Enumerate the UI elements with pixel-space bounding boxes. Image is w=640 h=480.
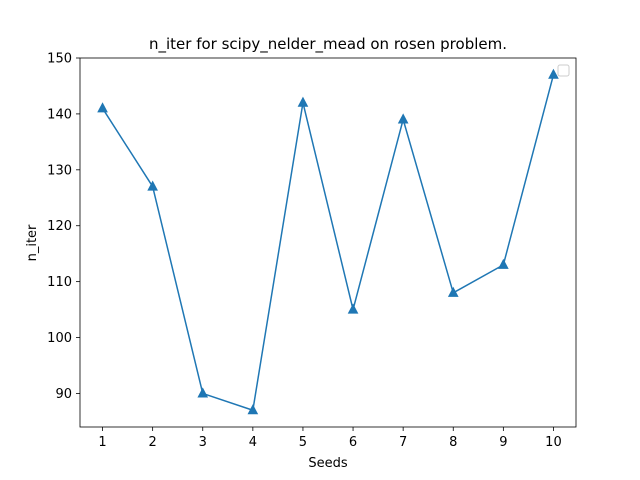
data-point bbox=[247, 404, 259, 415]
y-tick-label: 130 bbox=[47, 163, 72, 178]
y-tick-label: 110 bbox=[47, 275, 72, 290]
data-point bbox=[197, 387, 209, 398]
data-point bbox=[97, 102, 108, 113]
data-point bbox=[498, 258, 509, 269]
x-tick-label: 9 bbox=[499, 435, 507, 450]
axes-frame bbox=[79, 57, 577, 428]
data-point bbox=[347, 303, 359, 314]
x-tick-label: 3 bbox=[199, 435, 207, 450]
y-tick-label: 140 bbox=[47, 107, 72, 122]
x-axis-label: Seeds bbox=[308, 456, 348, 471]
x-tick-label: 5 bbox=[299, 435, 307, 450]
x-tick-label: 7 bbox=[399, 435, 407, 450]
x-tick-label: 1 bbox=[98, 435, 106, 450]
y-tick-label: 100 bbox=[47, 331, 72, 346]
y-tick-label: 120 bbox=[47, 219, 72, 234]
data-point bbox=[147, 180, 158, 191]
x-tick-label: 4 bbox=[249, 435, 257, 450]
x-tick-label: 2 bbox=[149, 435, 157, 450]
data-point bbox=[447, 286, 459, 297]
plot-area: 1 2 3 4 5 6 7 8 9 10 90 100 110 120 130 140 150 bbox=[47, 52, 577, 450]
data-point bbox=[397, 113, 409, 124]
data-point bbox=[548, 68, 559, 79]
data-point bbox=[297, 96, 309, 107]
y-tick-label: 150 bbox=[47, 52, 72, 67]
x-tick-label: 6 bbox=[349, 435, 357, 450]
legend-box bbox=[557, 64, 570, 77]
series-line bbox=[101, 74, 555, 411]
x-tick-label: 10 bbox=[545, 435, 562, 450]
chart-title: n_iter for scipy_nelder_mead on rosen pr… bbox=[149, 35, 507, 54]
y-tick-label: 90 bbox=[55, 387, 72, 402]
x-tick-label: 8 bbox=[449, 435, 457, 450]
y-axis-label: n_iter bbox=[25, 224, 40, 261]
